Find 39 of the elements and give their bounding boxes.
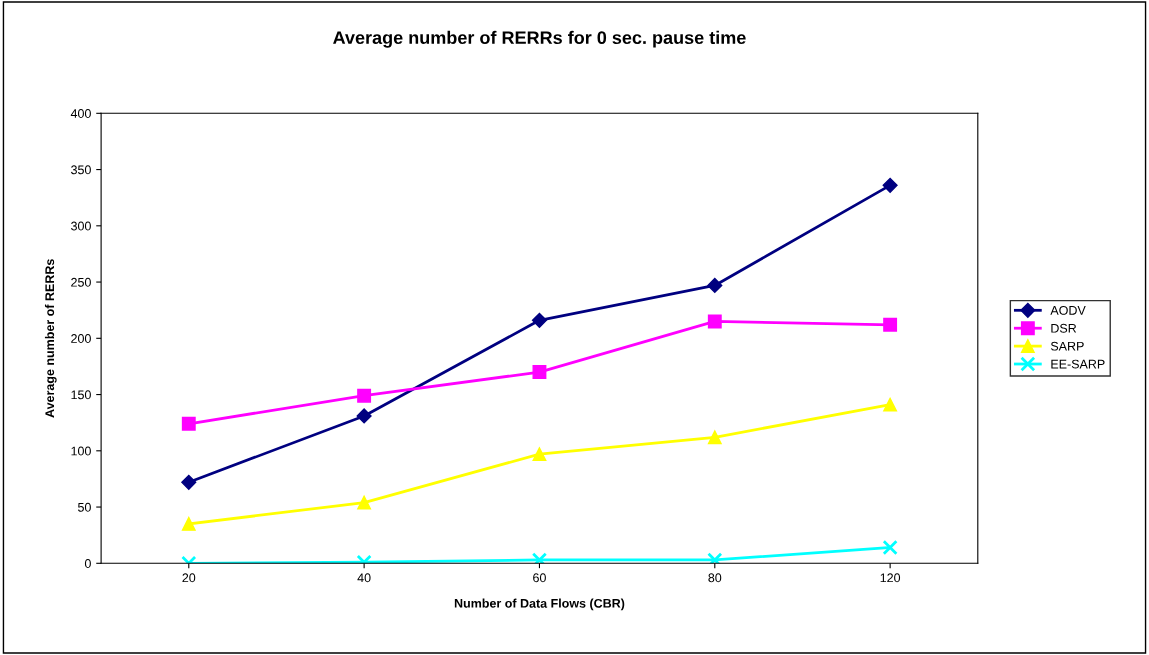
point [531, 552, 548, 564]
point [882, 539, 898, 556]
point [707, 552, 723, 564]
y-tick-label: 300 [71, 221, 91, 231]
legend-label: DSR [1051, 323, 1077, 333]
x-tick-label: 20 [182, 573, 196, 583]
x-tick-label: 40 [357, 573, 371, 583]
legend-label: EE-SARP [1051, 359, 1105, 369]
point [357, 388, 372, 403]
point [883, 397, 898, 412]
point [707, 430, 722, 445]
point [883, 317, 898, 332]
point [882, 177, 898, 193]
point [531, 312, 548, 328]
point [181, 516, 196, 531]
x-tick-label: 60 [533, 573, 546, 583]
y-tick-label: 150 [71, 390, 91, 400]
legend-label: AODV [1050, 305, 1086, 315]
y-axis-title: Average number of RERRs [44, 259, 57, 418]
point [181, 416, 196, 431]
point [181, 474, 197, 490]
point [707, 314, 722, 329]
chart-title: Average number of RERRs for 0 sec. pause time [333, 30, 746, 48]
y-tick-label: 350 [71, 165, 91, 175]
y-tick-label: 0 [84, 559, 91, 568]
point [532, 447, 547, 462]
point [707, 277, 723, 294]
y-tick-label: 100 [71, 446, 91, 456]
point [357, 495, 372, 510]
x-tick-label: 120 [880, 573, 901, 583]
y-tick-label: 200 [71, 334, 91, 343]
point [532, 365, 547, 380]
legend-label: SARP [1050, 341, 1084, 351]
point [356, 408, 372, 424]
y-tick-label: 50 [77, 502, 91, 512]
x-tick-label: 80 [708, 573, 722, 583]
y-tick-label: 400 [70, 109, 91, 118]
x-axis-title: Number of Data Flows (CBR) [454, 598, 625, 611]
y-tick-label: 250 [71, 277, 91, 287]
